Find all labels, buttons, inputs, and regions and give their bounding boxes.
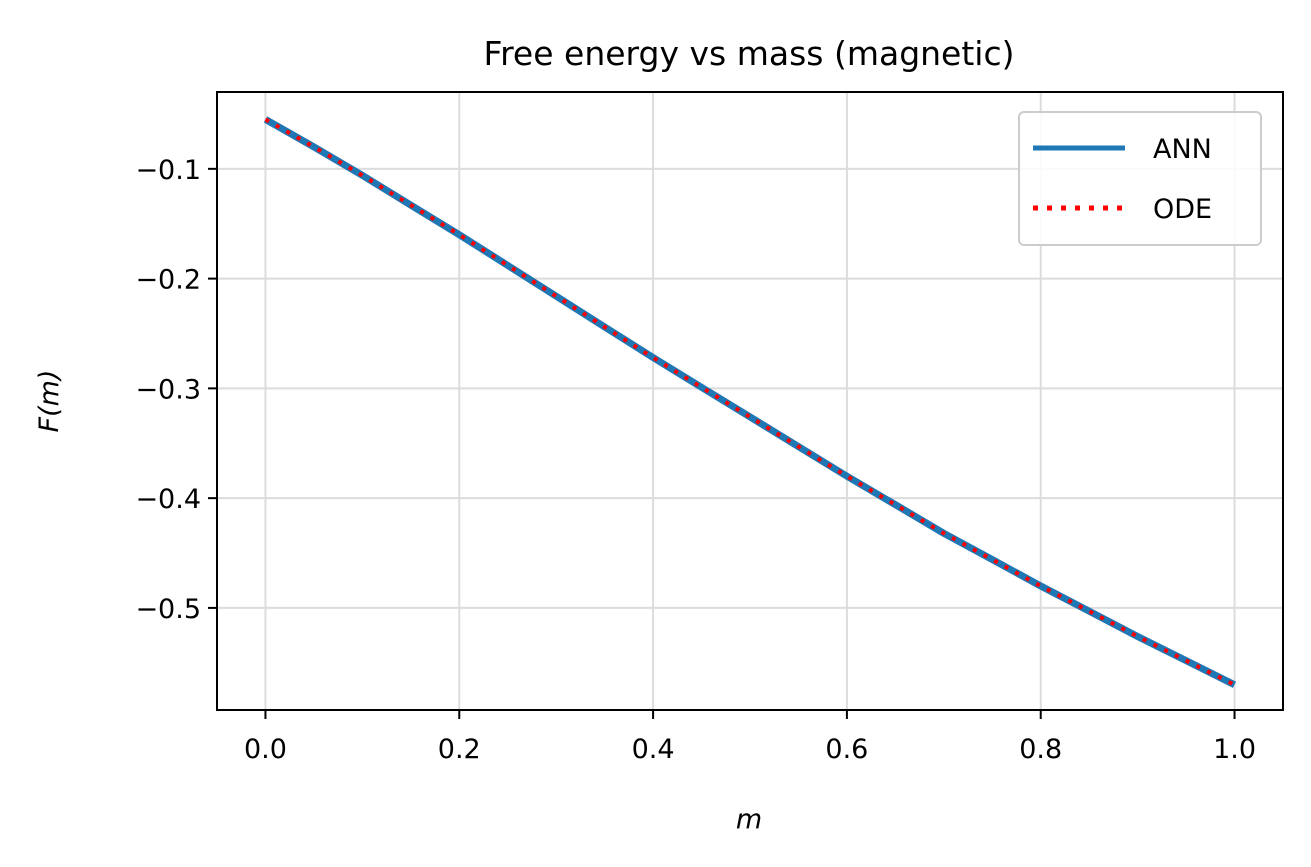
series-line-ann xyxy=(263,116,1237,688)
x-tick-label: 0.6 xyxy=(825,734,868,765)
y-tick-label: −0.2 xyxy=(135,265,201,296)
x-tick-label: 0.0 xyxy=(244,734,287,765)
y-tick-label: −0.5 xyxy=(135,594,201,625)
series-layer xyxy=(263,116,1237,688)
x-tick-label: 0.8 xyxy=(1019,734,1062,765)
y-tick-label: −0.4 xyxy=(135,484,201,515)
legend-ann-label: ANN xyxy=(1153,134,1212,165)
chart-title: Free energy vs mass (magnetic) xyxy=(484,34,1015,73)
legend: ANN ODE xyxy=(1018,111,1262,246)
x-tick-label: 0.2 xyxy=(438,734,481,765)
x-axis-label: m xyxy=(736,804,762,835)
ticks: 0.0 0.2 0.4 0.6 0.8 1.0 −0.1 −0.2 −0.3 −0.4 −0.5 xyxy=(135,155,1256,765)
y-tick-label: −0.3 xyxy=(135,374,201,405)
legend-frame xyxy=(1018,111,1262,246)
legend-ode-label: ODE xyxy=(1153,194,1212,225)
x-tick-label: 0.4 xyxy=(632,734,675,765)
y-axis-label: F(m) xyxy=(34,370,65,433)
y-tick-label: −0.1 xyxy=(135,155,201,186)
x-tick-label: 1.0 xyxy=(1213,734,1256,765)
plot-area-frame xyxy=(216,91,1284,711)
